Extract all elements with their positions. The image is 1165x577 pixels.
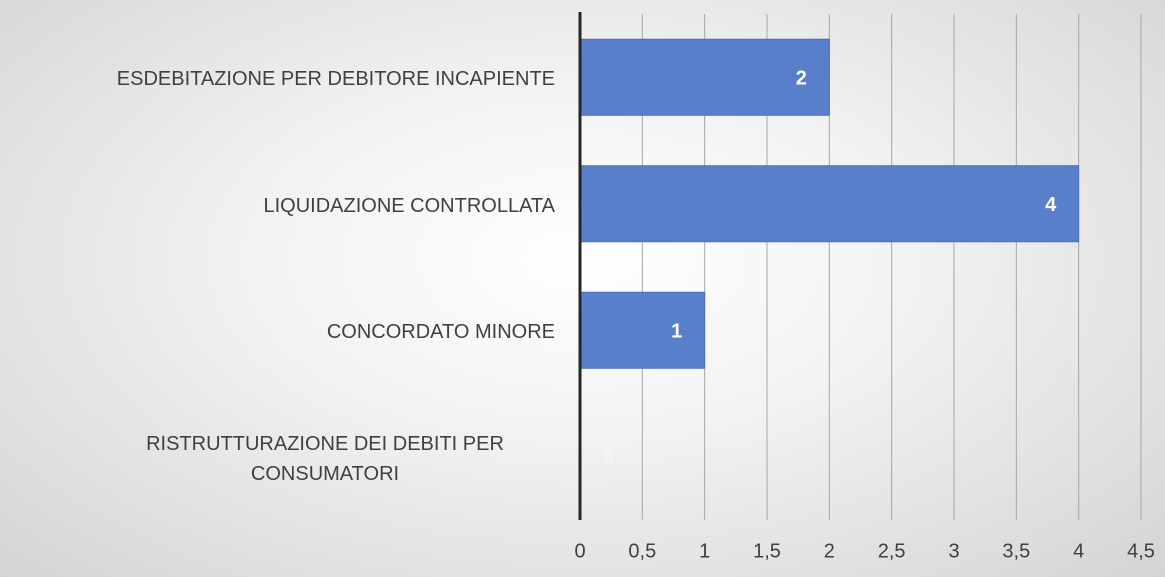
y-tick-label: CONCORDATO MINORE <box>0 317 555 347</box>
x-tick-label: 1 <box>699 540 710 562</box>
x-tick-label: 0 <box>574 540 585 562</box>
x-tick-label: 4,5 <box>1127 540 1155 562</box>
bar <box>579 38 830 116</box>
x-tick-label: 3,5 <box>1002 540 1030 562</box>
y-tick-label: LIQUIDAZIONE CONTROLLATA <box>0 191 555 221</box>
data-label: 2 <box>796 68 807 90</box>
category-text: ESDEBITAZIONE PER DEBITORE INCAPIENTE <box>116 68 555 91</box>
data-label: 0 <box>602 447 613 469</box>
data-label: 1 <box>671 321 682 343</box>
x-tick-label: 0,5 <box>628 540 656 562</box>
x-tick-label: 3 <box>948 540 959 562</box>
y-tick-label: RISTRUTTURAZIONE DEI DEBITI PER CONSUMAT… <box>0 429 555 489</box>
bar <box>579 291 706 369</box>
category-text: RISTRUTTURAZIONE DEI DEBITI PER CONSUMAT… <box>146 432 504 485</box>
bar <box>579 165 1080 243</box>
y-tick-label: ESDEBITAZIONE PER DEBITORE INCAPIENTE <box>0 64 555 94</box>
x-tick-label: 1,5 <box>753 540 781 562</box>
x-tick-label: 4 <box>1073 540 1084 562</box>
data-label: 4 <box>1045 194 1057 216</box>
category-text: LIQUIDAZIONE CONTROLLATA <box>263 194 555 217</box>
category-text: CONCORDATO MINORE <box>326 321 555 344</box>
x-tick-label: 2,5 <box>878 540 906 562</box>
x-tick-label: 2 <box>824 540 835 562</box>
